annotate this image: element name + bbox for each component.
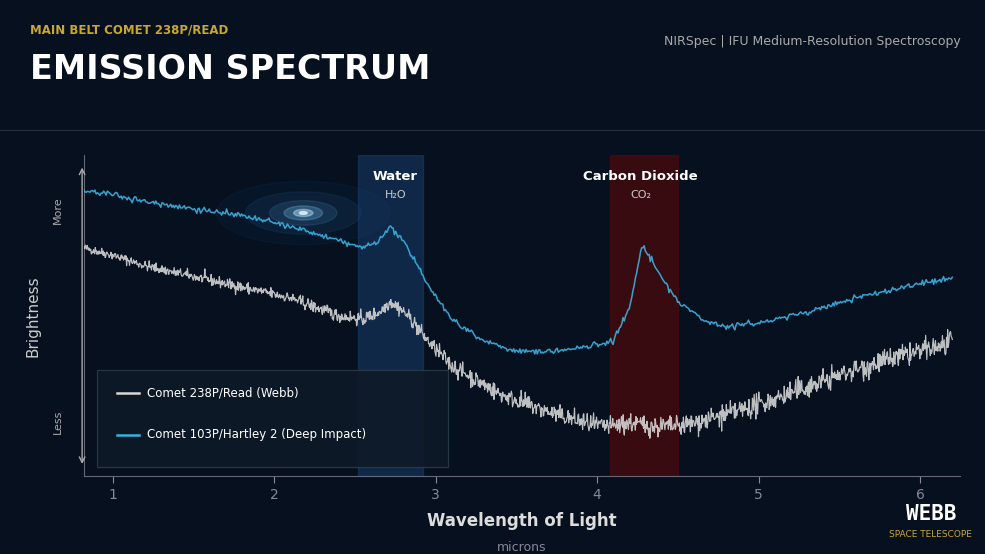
- Ellipse shape: [270, 201, 337, 225]
- Ellipse shape: [294, 209, 313, 217]
- Text: SPACE TELESCOPE: SPACE TELESCOPE: [889, 530, 972, 539]
- Bar: [610, 155, 678, 476]
- Text: Comet 238P/Read (Webb): Comet 238P/Read (Webb): [147, 386, 298, 399]
- Text: Brightness: Brightness: [26, 275, 40, 357]
- Bar: [359, 155, 423, 476]
- Ellipse shape: [284, 206, 322, 220]
- Text: microns: microns: [497, 541, 547, 553]
- Text: Wavelength of Light: Wavelength of Light: [427, 512, 617, 530]
- FancyBboxPatch shape: [97, 371, 447, 467]
- Ellipse shape: [299, 212, 307, 214]
- Text: EMISSION SPECTRUM: EMISSION SPECTRUM: [30, 53, 429, 86]
- Text: Carbon Dioxide: Carbon Dioxide: [583, 170, 698, 182]
- Text: NIRSpec | IFU Medium-Resolution Spectroscopy: NIRSpec | IFU Medium-Resolution Spectros…: [664, 35, 960, 48]
- Text: More: More: [52, 196, 62, 224]
- Text: CO₂: CO₂: [630, 190, 651, 201]
- Ellipse shape: [245, 192, 361, 234]
- Text: Water: Water: [372, 170, 418, 182]
- Text: H₂O: H₂O: [384, 190, 406, 201]
- Text: Less: Less: [52, 409, 62, 434]
- Text: WEBB: WEBB: [905, 504, 956, 524]
- Text: Comet 103P/Hartley 2 (Deep Impact): Comet 103P/Hartley 2 (Deep Impact): [147, 428, 366, 441]
- Text: MAIN BELT COMET 238P/READ: MAIN BELT COMET 238P/READ: [30, 24, 228, 37]
- Ellipse shape: [217, 181, 390, 245]
